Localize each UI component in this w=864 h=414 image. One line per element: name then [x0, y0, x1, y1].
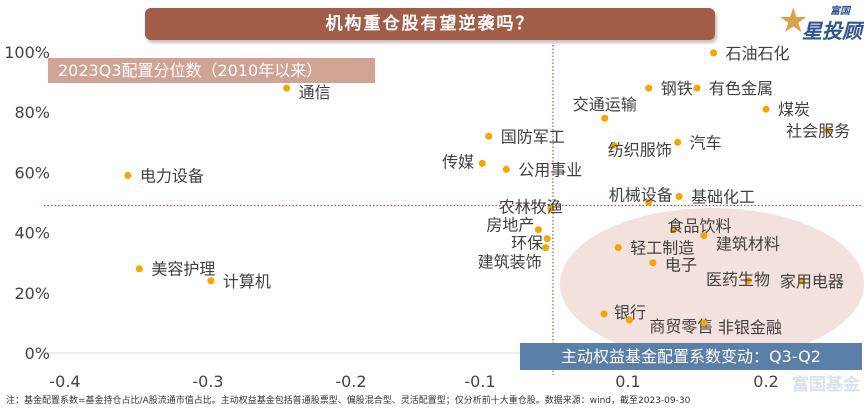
- point-label: 商贸零售: [649, 317, 713, 336]
- data-point: [744, 277, 752, 285]
- point-label: 汽车: [690, 133, 722, 152]
- y-tick-label: 80%: [14, 103, 50, 122]
- point-label: 计算机: [223, 272, 271, 291]
- point-label: 传媒: [442, 152, 474, 171]
- data-point: [610, 141, 618, 149]
- data-point: [478, 159, 486, 167]
- point-label: 机械设备: [609, 186, 673, 205]
- point-label: 钢铁: [661, 79, 693, 98]
- point-label: 医药生物: [706, 270, 770, 289]
- data-point: [700, 232, 708, 240]
- point-label: 环保: [511, 234, 543, 253]
- data-point: [600, 310, 608, 318]
- point-label: 农林牧渔: [499, 198, 563, 217]
- point-label: 纺织服饰: [608, 140, 672, 159]
- point-label: 交通运输: [573, 95, 637, 114]
- data-point: [625, 316, 633, 324]
- point-label: 非银金融: [718, 318, 782, 337]
- data-point: [542, 244, 550, 252]
- highlight-ellipse: [560, 208, 864, 360]
- data-point: [534, 226, 542, 234]
- brand-logo: ★ 富国 星投顾: [778, 1, 862, 43]
- x-axis-label: 主动权益基金配置系数变动：Q3-Q2: [520, 343, 862, 370]
- chart-title: 机构重仓股有望逆袭吗？: [145, 8, 715, 40]
- data-point: [674, 138, 682, 146]
- point-label: 基础化工: [691, 187, 755, 206]
- y-tick-label: 100%: [4, 43, 50, 62]
- point-label: 食品饮料: [668, 217, 732, 236]
- point-label: 电力设备: [140, 166, 204, 185]
- data-point: [601, 114, 609, 122]
- point-label: 建筑装饰: [478, 253, 542, 272]
- point-label: 银行: [614, 303, 646, 322]
- y-tick-label: 40%: [14, 224, 50, 243]
- y-tick-label: 60%: [14, 163, 50, 182]
- data-point: [670, 226, 678, 234]
- y-axis-label: 2023Q3配置分位数（2010年以来）: [48, 58, 375, 83]
- data-point: [502, 165, 510, 173]
- x-tick-label: 0.1: [615, 372, 640, 391]
- point-label: 房地产: [486, 216, 534, 235]
- data-point: [135, 265, 143, 273]
- logo-small-text: 富国: [830, 6, 850, 17]
- data-point: [207, 277, 215, 285]
- data-point: [700, 319, 708, 327]
- data-point: [645, 84, 653, 92]
- star-icon: ★: [778, 1, 809, 41]
- data-point: [614, 244, 622, 252]
- data-point: [824, 126, 832, 134]
- data-point: [283, 84, 291, 92]
- point-label: 通信: [299, 83, 331, 102]
- x-tick-label: -0.3: [192, 372, 223, 391]
- data-point: [649, 259, 657, 267]
- data-point: [675, 192, 683, 200]
- data-point: [124, 171, 132, 179]
- data-point: [485, 132, 493, 140]
- x-tick-label: -0.1: [464, 372, 495, 391]
- data-point: [693, 84, 701, 92]
- x-tick-label: -0.2: [335, 372, 366, 391]
- point-label: 轻工制造: [630, 239, 694, 258]
- data-point: [798, 277, 806, 285]
- x-tick-label: -0.4: [49, 372, 80, 391]
- point-label: 建筑材料: [716, 235, 780, 254]
- watermark: 富国基金: [792, 375, 860, 395]
- y-tick-label: 20%: [14, 284, 50, 303]
- point-label: 煤炭: [778, 100, 810, 119]
- point-label: 国防军工: [501, 127, 565, 146]
- y-tick-label: 0%: [25, 344, 50, 363]
- point-label: 家用电器: [780, 272, 844, 291]
- x-tick-label: 0.2: [753, 372, 778, 391]
- data-point: [547, 205, 555, 213]
- point-label: 美容护理: [151, 260, 215, 279]
- point-label: 有色金属: [709, 79, 773, 98]
- data-point: [645, 199, 653, 206]
- point-label: 电子: [665, 256, 697, 275]
- footnote: 注：基金配置系数=基金持仓占比/A股流通市值占比。主动权益基金包括普通股票型、偏…: [6, 396, 691, 406]
- data-point: [762, 105, 770, 113]
- point-label: 社会服务: [786, 121, 850, 140]
- data-point: [543, 235, 551, 243]
- point-label: 石油石化: [726, 44, 790, 63]
- data-point: [710, 49, 718, 57]
- point-label: 公用事业: [518, 160, 582, 179]
- logo-big-text: 星投顾: [802, 19, 862, 43]
